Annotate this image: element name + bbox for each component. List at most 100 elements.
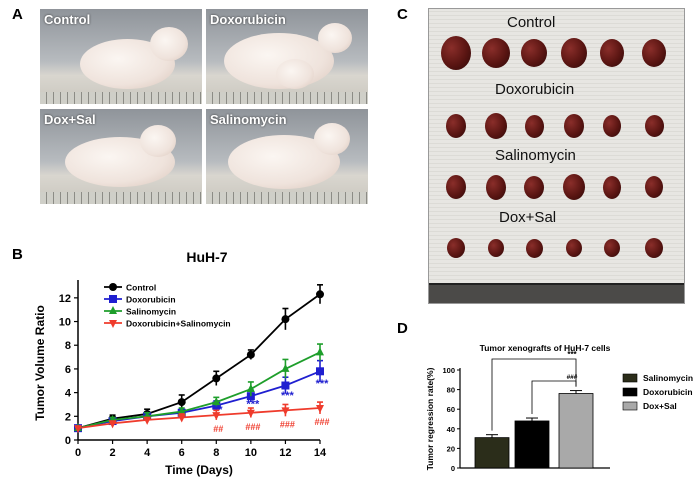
significance-label: ***: [567, 350, 577, 359]
mouse-head: [150, 27, 188, 61]
y-tick-label: 2: [65, 411, 71, 423]
data-point: [143, 416, 152, 425]
photo-label: Doxorubicin: [210, 12, 286, 27]
data-point: [212, 412, 221, 421]
data-point: [177, 414, 186, 423]
tumor-specimen: [524, 114, 544, 138]
legend-label: Control: [126, 283, 156, 293]
tumor-specimen: [447, 238, 465, 258]
data-point: [74, 425, 82, 434]
data-point: [281, 363, 290, 372]
ruler: [40, 92, 202, 104]
data-point: [281, 381, 290, 390]
tumor-specimen: [603, 115, 621, 137]
significance-annotation: ###: [280, 419, 295, 429]
chart-title: HuH-7: [186, 249, 227, 265]
significance-annotation: ***: [316, 378, 330, 390]
ruler: [206, 92, 368, 104]
significance-label: ###: [567, 374, 578, 381]
significance-annotation: ###: [314, 417, 329, 427]
tumor-specimen: [603, 175, 621, 199]
data-point: [316, 405, 324, 414]
row-label-doxorubicin: Doxorubicin: [495, 81, 575, 98]
y-axis-label: Tumor regression rate(%): [425, 367, 435, 470]
data-point: [316, 347, 324, 356]
tumor-specimen: [488, 239, 504, 257]
x-tick-label: 2: [110, 447, 116, 459]
y-tick-label: 8: [65, 340, 71, 352]
y-tick-label: 40: [447, 425, 455, 434]
y-axis-label: Tumor Volume Ratio: [33, 305, 47, 421]
series-line: [77, 370, 321, 430]
y-tick-label: 100: [442, 366, 455, 375]
tumor-bulge: [276, 59, 314, 89]
data-point: [246, 384, 255, 393]
x-axis-label: Time (Days): [165, 463, 233, 477]
tumor-regression-bar-chart: Tumor xenografts of HuH-7 cells 0 20 40 60 80…: [425, 343, 693, 473]
legend-marker: [109, 306, 117, 314]
mouse-head: [140, 125, 176, 157]
data-point: [281, 407, 290, 416]
data-point: [212, 374, 221, 383]
legend-marker: [109, 320, 117, 328]
data-point: [212, 397, 221, 406]
photo-salinomycin-mouse: Salinomycin: [206, 109, 368, 204]
y-tick-label: 80: [447, 386, 455, 395]
row-label-control: Control: [507, 14, 556, 31]
significance-bracket: [491, 358, 577, 431]
tumor-specimen: [563, 174, 585, 200]
photo-control-mouse: Control: [40, 9, 202, 104]
chart-legend: Control Doxorubicin Salinomycin Doxorubicin…: [104, 283, 231, 329]
y-tick-label: 6: [65, 364, 71, 376]
chart-title: Tumor xenografts of HuH-7 cells: [480, 343, 611, 353]
x-tick-label: 10: [245, 447, 257, 459]
photo-label: Dox+Sal: [44, 112, 96, 127]
photo-doxorubicin-mouse: Doxorubicin: [206, 9, 368, 104]
row-label-salinomycin: Salinomycin: [495, 147, 576, 164]
data-point: [246, 350, 255, 359]
tumor-specimen: [561, 38, 587, 68]
tumor-volume-line-chart: HuH-7 0 2 4 6 8 10 12 14 0 2 4 6 8 10 12 Time (Days) Tumo…: [33, 249, 330, 477]
tumor-specimen: [524, 175, 544, 199]
tumor-specimen: [600, 39, 624, 67]
tumor-specimen: [446, 175, 466, 199]
photo-doxsal-mouse: Dox+Sal: [40, 109, 202, 204]
tumor-specimen: [644, 115, 664, 137]
tumor-specimen: [482, 38, 510, 68]
legend-label: Doxorubicin: [126, 295, 176, 305]
x-tick-label: 12: [279, 447, 291, 459]
panel-a-letter: A: [12, 6, 23, 23]
ruler: [40, 192, 202, 204]
data-point: [177, 398, 186, 407]
chart-legend: Salinomycin Doxorubicin Dox+Sal: [622, 373, 693, 411]
tumor-specimen: [566, 239, 582, 257]
y-tick-label: 0: [65, 435, 71, 447]
tumor-specimen: [564, 114, 584, 138]
tumor-specimen: [486, 174, 506, 200]
legend-label: Salinomycin: [126, 307, 176, 317]
x-tick-label: 6: [179, 447, 185, 459]
legend-marker: [109, 295, 117, 303]
row-label-doxsal: Dox+Sal: [499, 209, 557, 226]
panel-d-letter: D: [397, 320, 408, 337]
bar-salinomycin: [474, 437, 510, 469]
legend-label: Dox+Sal: [643, 401, 677, 411]
tumor-specimen: [645, 238, 663, 258]
bar-doxorubicin: [514, 420, 550, 469]
legend-swatch: [622, 387, 638, 397]
significance-bracket: [531, 380, 577, 415]
x-tick-label: 8: [213, 447, 219, 459]
y-tick-label: 60: [447, 405, 455, 414]
significance-annotation: ***: [246, 398, 260, 410]
y-tick-label: 4: [65, 388, 72, 400]
tumor-specimen: [604, 239, 620, 257]
legend-swatch: [622, 401, 638, 411]
significance-annotation: ##: [213, 424, 223, 434]
x-tick-label: 0: [75, 447, 81, 459]
panel-c-letter: C: [397, 6, 408, 23]
y-tick-label: 10: [59, 317, 71, 329]
mouse-head: [314, 123, 350, 155]
data-point: [177, 406, 186, 415]
data-point: [246, 392, 255, 401]
series-doxorubicin-salinomycin: [74, 401, 324, 434]
